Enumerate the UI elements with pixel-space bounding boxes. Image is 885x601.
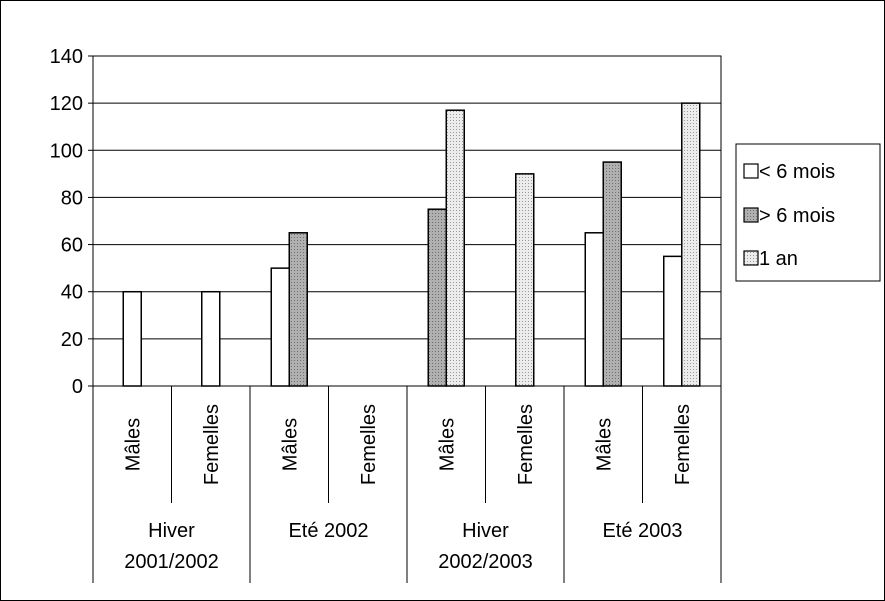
x-subcategory-label: Mâles bbox=[122, 418, 144, 471]
legend: < 6 mois > 6 mois 1 an bbox=[735, 143, 881, 282]
x-subcategory-label: Femelles bbox=[672, 404, 694, 485]
legend-label: > 6 mois bbox=[759, 205, 835, 227]
y-tick-label: 100 bbox=[50, 140, 83, 162]
x-subcategory-label: Mâles bbox=[279, 418, 301, 471]
x-subcategory-label: Femelles bbox=[358, 404, 380, 485]
x-group-label: Eté 2002 bbox=[288, 520, 368, 542]
x-group-label: 2001/2002 bbox=[124, 551, 219, 573]
x-group-label: Eté 2003 bbox=[602, 520, 682, 542]
bar bbox=[427, 208, 447, 387]
bar bbox=[602, 161, 622, 387]
bar bbox=[201, 290, 221, 387]
x-axis: Mâles Femelles Mâles Femelles Mâles Femelles M… bbox=[92, 386, 722, 583]
bar bbox=[288, 232, 308, 387]
legend-box bbox=[735, 143, 881, 282]
plot-area bbox=[92, 55, 722, 387]
x-group-label: Hiver bbox=[462, 520, 509, 542]
y-tick-label: 20 bbox=[61, 329, 83, 351]
bar bbox=[515, 173, 535, 387]
legend-swatch bbox=[743, 207, 759, 223]
y-axis: 0 20 40 60 80 100 120 140 bbox=[50, 46, 94, 398]
legend-swatch bbox=[743, 250, 759, 266]
y-tick-label: 80 bbox=[61, 187, 83, 209]
x-subcategory-label: Mâles bbox=[593, 418, 615, 471]
y-tick-label: 140 bbox=[50, 46, 83, 68]
x-subcategory-label: Mâles bbox=[436, 418, 458, 471]
y-tick-label: 60 bbox=[61, 235, 83, 257]
bar bbox=[663, 255, 683, 387]
bar bbox=[681, 102, 701, 387]
bar bbox=[122, 290, 142, 387]
legend-swatch bbox=[743, 163, 759, 179]
y-tick-label: 40 bbox=[61, 282, 83, 304]
bar bbox=[445, 109, 465, 387]
y-tick-label: 0 bbox=[72, 376, 83, 398]
bars bbox=[122, 102, 701, 387]
x-group-label: Hiver bbox=[148, 520, 195, 542]
legend-label: < 6 mois bbox=[759, 161, 835, 183]
bar bbox=[584, 232, 604, 387]
legend-label: 1 an bbox=[759, 248, 798, 270]
x-group-label: 2002/2003 bbox=[438, 551, 533, 573]
bar bbox=[270, 267, 290, 387]
x-subcategory-label: Femelles bbox=[201, 404, 223, 485]
x-subcategory-label: Femelles bbox=[515, 404, 537, 485]
y-tick-label: 120 bbox=[50, 93, 83, 115]
